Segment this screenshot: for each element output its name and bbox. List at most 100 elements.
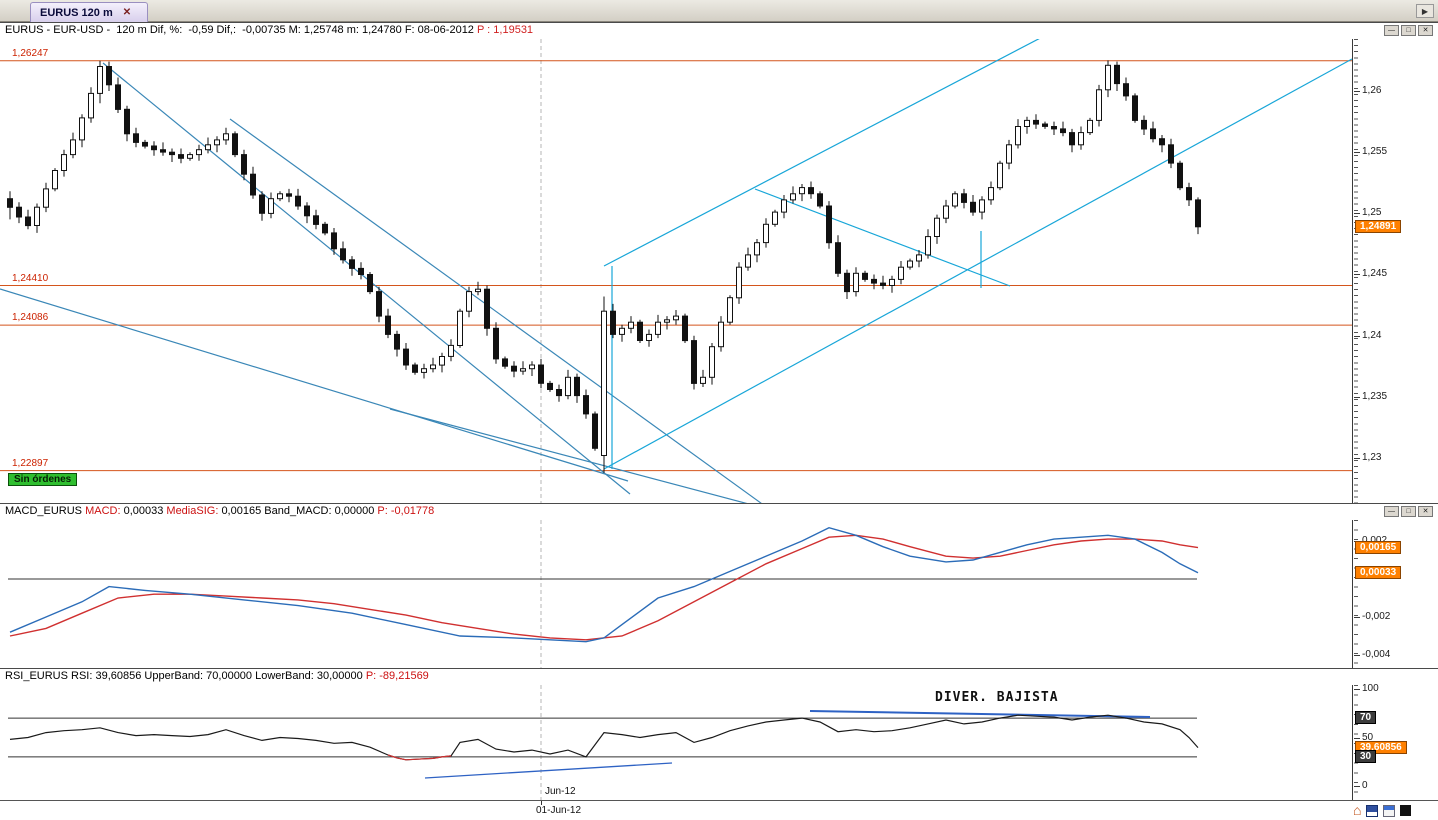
candle-body: [43, 188, 49, 208]
candle-body: [133, 133, 139, 143]
candle-body: [160, 149, 166, 153]
candle-body: [1150, 128, 1156, 140]
axis-tick: [1354, 213, 1360, 214]
minimize-icon[interactable]: —: [1384, 506, 1399, 517]
macd-titlebar[interactable]: MACD_EURUS MACD: 0,00033 MediaSIG: 0,001…: [0, 504, 1438, 520]
candle-body: [268, 198, 274, 214]
maximize-icon[interactable]: □: [1401, 506, 1416, 517]
candle-body: [151, 145, 157, 151]
macd-line[interactable]: [9, 526, 1199, 643]
rsi-plot-area[interactable]: DIVER. BAJISTA Jun-12: [0, 685, 1352, 801]
close-icon[interactable]: ✕: [1418, 25, 1433, 36]
candle-body: [997, 162, 1003, 189]
candle-body: [952, 193, 958, 207]
macd-plot-area[interactable]: [0, 520, 1352, 669]
candle-body: [1195, 199, 1201, 228]
candle-body: [88, 92, 94, 119]
candle-body: [124, 108, 130, 135]
macd-value-badge: 0,00033: [1355, 565, 1402, 579]
macd-signal-line[interactable]: [9, 534, 1199, 641]
candle-body: [142, 141, 148, 147]
macd-chart-canvas[interactable]: [0, 520, 1352, 669]
candle-body: [799, 187, 805, 195]
candle-body: [781, 199, 787, 213]
axis-tick: [1354, 655, 1360, 656]
trend-line[interactable]: [754, 188, 1011, 287]
candle-body: [358, 267, 364, 275]
candle-body: [646, 333, 652, 341]
candle-body: [970, 201, 976, 213]
tab-eurus-120m[interactable]: EURUS 120 m ✕: [30, 2, 148, 22]
candle-body: [1105, 64, 1111, 91]
candle-body: [700, 376, 706, 384]
candle-body: [727, 297, 733, 323]
no-orders-badge[interactable]: Sin órdenes: [8, 472, 78, 486]
candle-body: [223, 133, 229, 141]
candle-body: [115, 84, 121, 110]
price-window-controls: — □ ✕: [1384, 25, 1433, 36]
minimize-icon[interactable]: —: [1384, 25, 1399, 36]
axis-tick: [1354, 738, 1360, 739]
axis-tick: [1354, 274, 1360, 275]
rsi-oversold-segment[interactable]: [387, 754, 452, 761]
candle-body: [457, 310, 463, 347]
candle-body: [790, 193, 796, 201]
save-icon[interactable]: [1366, 804, 1379, 817]
price-chart-canvas[interactable]: [0, 39, 1352, 504]
axis-tick: [1354, 786, 1360, 787]
candle-body: [1177, 162, 1183, 189]
candle-body: [619, 327, 625, 335]
candle-body: [763, 223, 769, 244]
price-chart-titlebar[interactable]: EURUS - EUR-USD - 120 m Dif, %: -0,59 Di…: [0, 23, 1438, 39]
window-icon[interactable]: [1383, 804, 1396, 817]
trend-line[interactable]: [389, 408, 760, 504]
divergence-trend-line[interactable]: [809, 710, 1151, 718]
candle-body: [259, 194, 265, 214]
candle-body: [853, 272, 859, 293]
title-segment: 0,00033: [123, 505, 167, 517]
macd-axis[interactable]: 0,002 -0,002 -0,004 0,00165 0,00033: [1352, 520, 1438, 669]
trend-line[interactable]: [603, 58, 1352, 470]
rsi-chart-canvas[interactable]: [0, 685, 1352, 801]
candle-body: [745, 254, 751, 268]
candle-body: [484, 288, 490, 329]
month-axis-label: Jun-12: [545, 786, 576, 797]
rsi-line[interactable]: [9, 714, 1199, 761]
axis-tick-label: 1,24: [1362, 329, 1382, 341]
title-segment: 0,00165: [221, 505, 265, 517]
candle-body: [349, 259, 355, 269]
divergence-trend-line[interactable]: [424, 762, 673, 779]
candle-body: [520, 368, 526, 372]
candle-body: [331, 232, 337, 250]
trend-line[interactable]: [102, 62, 631, 495]
trend-line[interactable]: [603, 39, 1048, 267]
rsi-axis[interactable]: 100 50 0 70 39,60856 30: [1352, 683, 1438, 801]
candle-body: [106, 66, 112, 86]
close-icon[interactable]: ✕: [1418, 506, 1433, 517]
candle-body: [862, 272, 868, 280]
candle-body: [556, 389, 562, 397]
candle-body: [1096, 89, 1102, 121]
tab-label: EURUS 120 m: [40, 6, 113, 19]
home-icon[interactable]: ⌂: [1353, 802, 1362, 818]
price-axis[interactable]: 1,26 1,255 1,25 1,245 1,24 1,235 1,23 1,24891: [1352, 39, 1438, 504]
axis-tick: [1354, 397, 1360, 398]
tab-scroll-right-button[interactable]: ▶: [1416, 4, 1434, 18]
candle-body: [682, 315, 688, 342]
trend-line[interactable]: [229, 118, 765, 504]
candle-body: [637, 321, 643, 342]
rsi-titlebar[interactable]: RSI_EURUS RSI: 39,60856 UpperBand: 70,00…: [0, 669, 1438, 685]
candle-body: [79, 117, 85, 141]
candle-body: [835, 242, 841, 274]
stop-icon[interactable]: [1400, 805, 1412, 816]
maximize-icon[interactable]: □: [1401, 25, 1416, 36]
candle-body: [547, 382, 553, 390]
axis-tick: [1354, 152, 1360, 153]
tab-close-icon[interactable]: ✕: [122, 7, 132, 18]
candle-body: [808, 187, 814, 195]
trend-line[interactable]: [0, 288, 629, 482]
price-plot-area[interactable]: 1,26247 1,24410 1,24086 1,22897 Sin órdenes: [0, 39, 1352, 504]
candle-body: [70, 139, 76, 156]
axis-tick: [1354, 336, 1360, 337]
